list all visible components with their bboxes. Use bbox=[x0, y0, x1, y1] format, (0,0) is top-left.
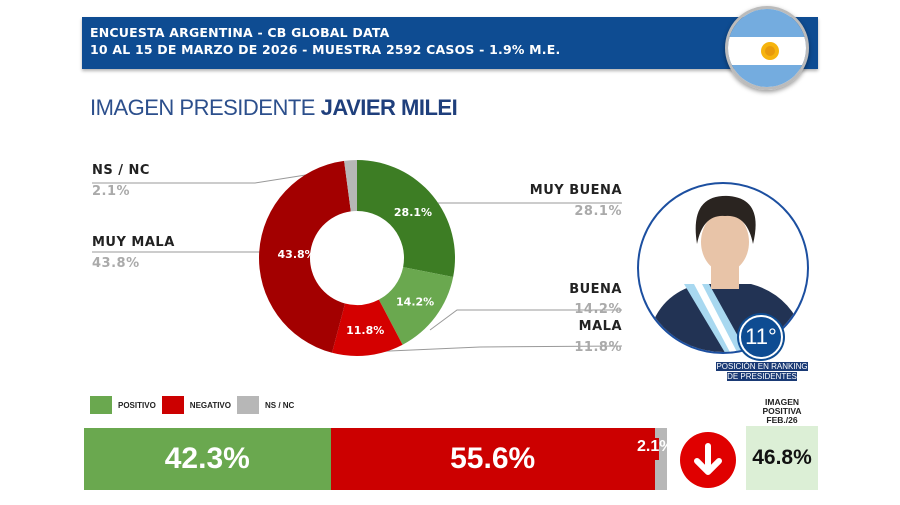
ranking-caption: POSICIÓN EN RANKING DE PRESIDENTES bbox=[708, 362, 816, 382]
label-ns-nc: NS / NC bbox=[92, 163, 150, 178]
legend-swatch-positivo bbox=[90, 396, 112, 414]
legend-swatch-ns-nc bbox=[236, 396, 259, 414]
page-title: IMAGEN PRESIDENTE JAVIER MILEI bbox=[90, 95, 458, 121]
bar-legend: POSITIVO NEGATIVO NS / NC bbox=[90, 396, 294, 414]
label-muy-mala: MUY MALA bbox=[92, 235, 175, 250]
label-mala: MALA bbox=[578, 319, 622, 334]
value-mala: 11.8% bbox=[574, 340, 622, 355]
previous-label3: FEB./26 bbox=[766, 415, 798, 425]
legend-positivo: POSITIVO bbox=[118, 400, 156, 410]
ns-nc-bar-label: 2.1% bbox=[637, 438, 667, 460]
donut-data-label: 28.1% bbox=[394, 206, 432, 219]
legend-negativo: NEGATIVO bbox=[189, 400, 231, 410]
survey-header: ENCUESTA ARGENTINA - CB GLOBAL DATA 10 A… bbox=[82, 17, 818, 69]
stacked-bar: 42.3% 55.6% bbox=[84, 428, 667, 490]
value-buena: 14.2% bbox=[574, 302, 622, 317]
label-buena: BUENA bbox=[569, 282, 622, 297]
leader-mala bbox=[367, 345, 623, 353]
donut-data-label: 11.8% bbox=[346, 324, 384, 337]
donut-slice-mala bbox=[332, 299, 403, 356]
donut-slice-muy-mala bbox=[258, 160, 351, 353]
bar-segment-negativo: 55.6% bbox=[330, 428, 655, 490]
ranking-caption-line1: POSICIÓN EN RANKING bbox=[716, 362, 808, 371]
legend-swatch-negativo bbox=[161, 396, 184, 414]
value-muy-buena: 28.1% bbox=[574, 204, 622, 219]
donut-data-label: 43.8% bbox=[278, 248, 316, 261]
trend-down-arrow-icon bbox=[680, 432, 736, 488]
ranking-badge: 11° bbox=[739, 315, 783, 359]
previous-label2: POSITIVA bbox=[762, 406, 802, 416]
title-name: JAVIER MILEI bbox=[320, 95, 458, 120]
donut-slice-ns-nc bbox=[344, 160, 357, 212]
title-prefix: IMAGEN PRESIDENTE bbox=[90, 95, 315, 120]
leader-buena bbox=[429, 309, 622, 331]
previous-label: IMAGEN POSITIVA FEB./26 bbox=[746, 398, 818, 425]
president-photo bbox=[637, 182, 809, 354]
previous-label1: IMAGEN bbox=[765, 397, 799, 407]
bar-segment-positivo: 42.3% bbox=[84, 428, 331, 490]
ranking-caption-line2: DE PRESIDENTES bbox=[727, 372, 797, 381]
header-line1: ENCUESTA ARGENTINA - CB GLOBAL DATA bbox=[90, 25, 390, 40]
previous-positive-value: 46.8% bbox=[746, 426, 818, 490]
value-ns-nc: 2.1% bbox=[92, 184, 131, 199]
donut-data-label: 14.2% bbox=[396, 295, 434, 308]
donut-slice-muy-buena bbox=[357, 160, 456, 277]
legend-ns-nc: NS / NC bbox=[264, 400, 295, 410]
label-muy-buena: MUY BUENA bbox=[529, 183, 622, 198]
donut-slice-buena bbox=[378, 267, 454, 345]
header-line2: 10 AL 15 DE MARZO DE 2026 - MUESTRA 2592… bbox=[90, 42, 561, 57]
value-muy-mala: 43.8% bbox=[92, 256, 140, 271]
